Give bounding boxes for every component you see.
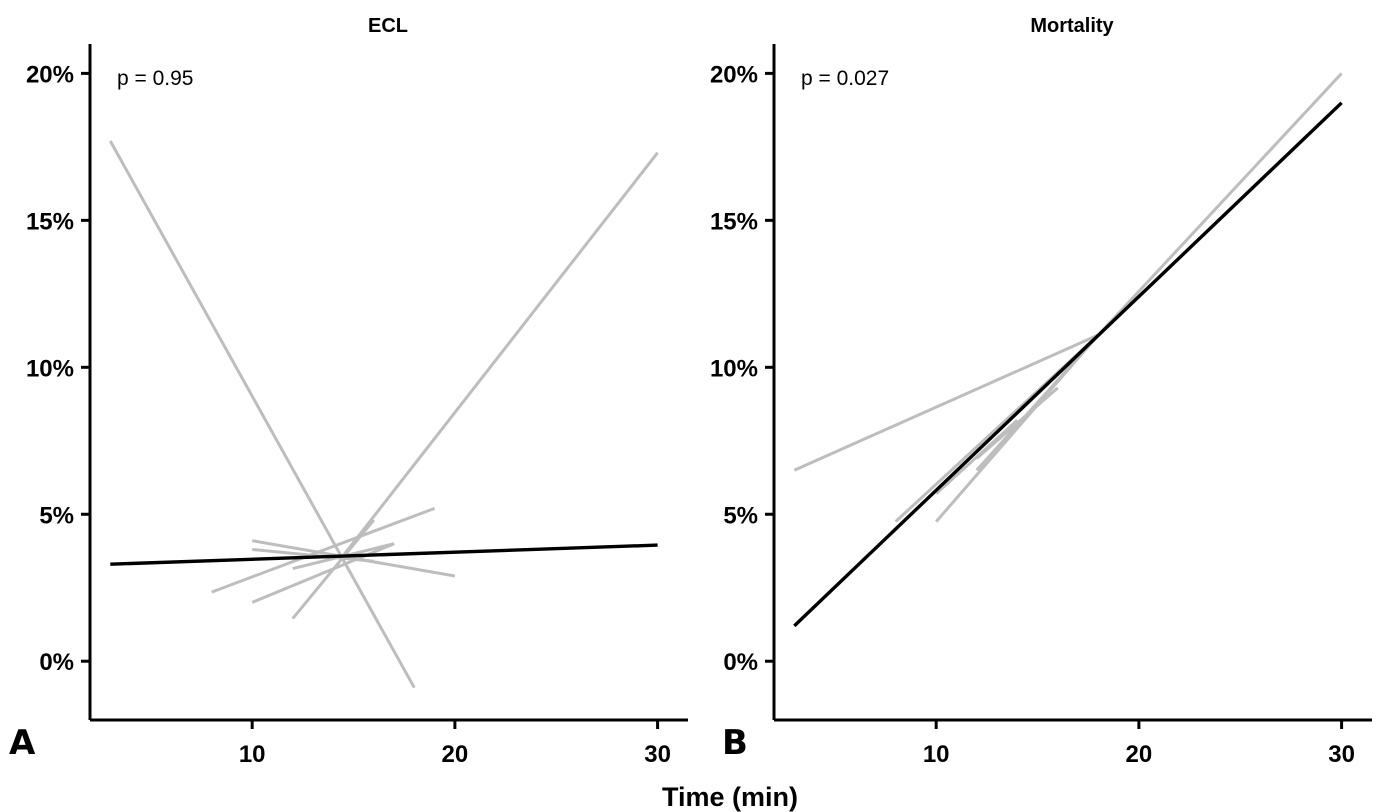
panel-a-individual-lines (108, 140, 659, 689)
panel-b-title: Mortality (1030, 15, 1114, 37)
panel-a-x-tick-label: 10 (239, 741, 266, 768)
panel-b: Mortality p = 0.027 0%5%10%15%20%10 20 30 … (710, 15, 1372, 768)
panel-a-y-tick-label: 10% (26, 355, 74, 382)
panel-b-y-tick-label: 10% (710, 355, 758, 382)
panel-a-individual-line (108, 140, 416, 689)
panel-a-x-tick-label: 20 (442, 741, 469, 768)
panel-a-p-value: p = 0.95 (117, 67, 193, 90)
panel-a-individual-line (342, 151, 659, 557)
panel-b-y-tick-label: 5% (723, 502, 758, 529)
panel-a-y-tick-label: 5% (39, 502, 74, 529)
panel-b-y-tick-label: 0% (723, 649, 758, 676)
panel-a-pooled-line (110, 543, 658, 566)
panel-b-y-tick-label: 20% (710, 61, 758, 88)
panel-b-pooled-line-group (793, 101, 1343, 628)
panel-b-individual-line (975, 386, 1059, 460)
panel-b-individual-line (793, 333, 1099, 472)
panel-a-y-tick-label: 20% (26, 61, 74, 88)
panel-a-y-tick-label: 15% (26, 208, 74, 235)
panel-a-pooled-line-group (110, 543, 658, 566)
panel-a-individual-line (252, 548, 374, 563)
panel-b-axes: 0% 5% 10% 15% 20% 10 20 30 (710, 44, 1372, 768)
panel-b-x-tick-label: 30 (1328, 741, 1355, 768)
panel-a-x-tick-label: 30 (644, 741, 671, 768)
x-axis-label: Time (min) (662, 782, 798, 812)
panel-b-individual-line (1097, 72, 1343, 337)
panel-b-x-tick-label: 10 (923, 741, 950, 768)
panel-a-axes: 0% 5% 10% 15% 20% 10 20 30 (26, 44, 688, 768)
panel-a-individual-line (291, 519, 375, 620)
panel-a-y-tick-label: 0% (39, 649, 74, 676)
panel-b-individual-line (975, 333, 1100, 472)
panel-b-p-value: p = 0.027 (801, 67, 889, 90)
panel-b-pooled-line (793, 101, 1343, 628)
panel-b-individual-lines (793, 72, 1343, 523)
panel-b-letter: B (722, 723, 748, 763)
panel-a-title: ECL (368, 15, 408, 37)
panel-a-individual-line (211, 506, 436, 594)
panel-b-y-tick-label: 15% (710, 208, 758, 235)
panel-b-x-tick-label: 20 (1126, 741, 1153, 768)
panel-a: ECL p = 0.95 0% 5% 10% 15% 20% 10 20 30 A (9, 15, 688, 768)
panel-a-letter: A (9, 723, 36, 763)
